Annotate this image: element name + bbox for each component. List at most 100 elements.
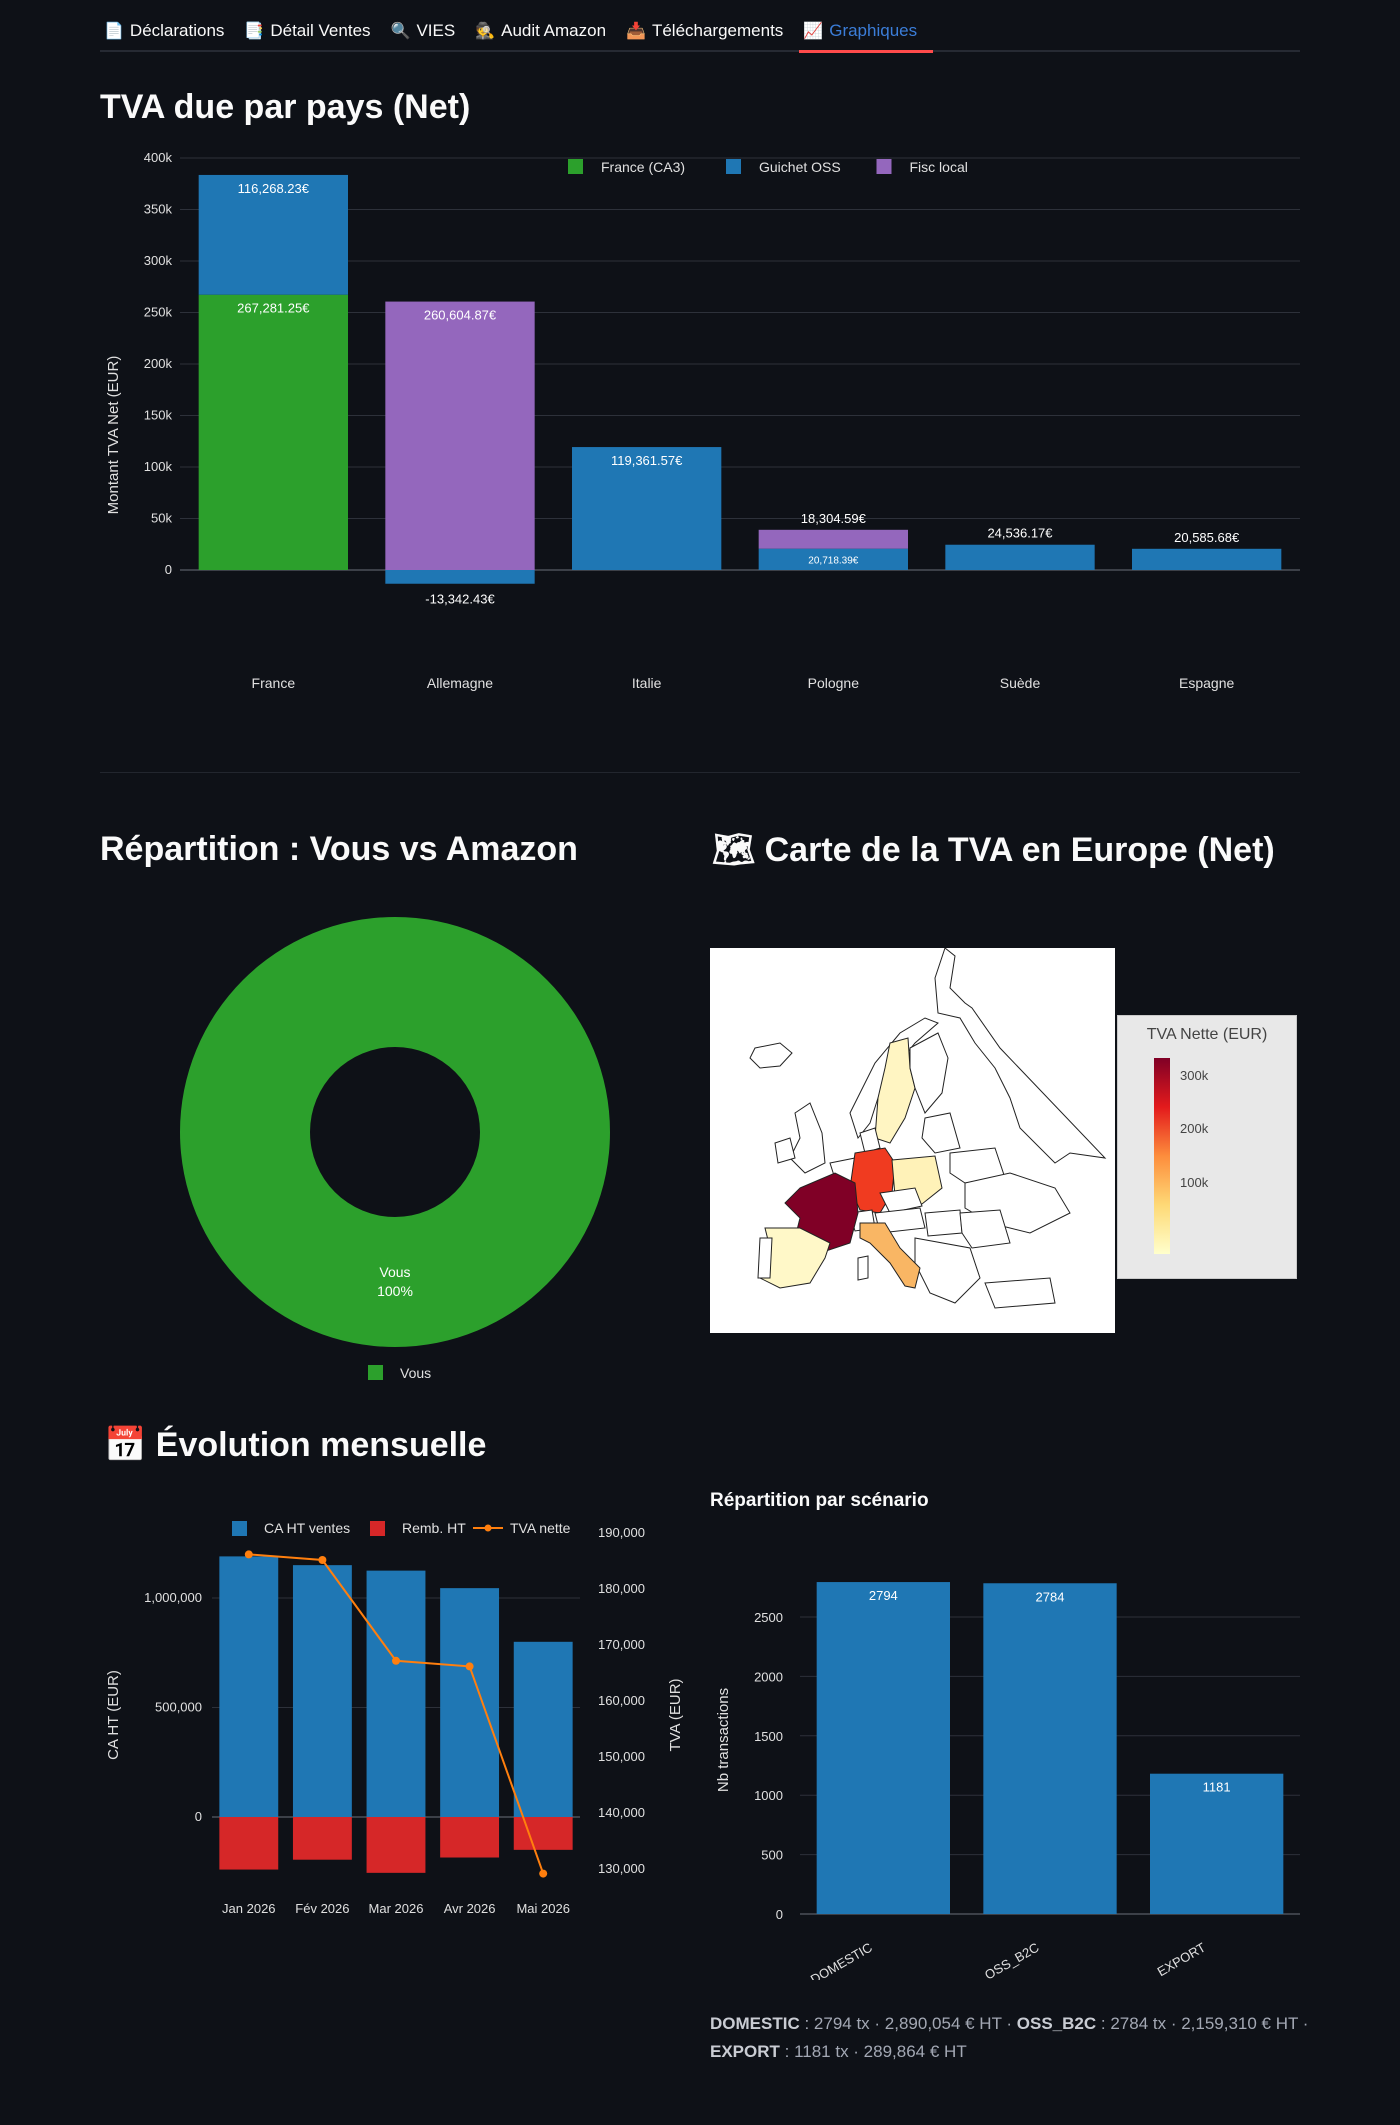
data-label: 2784: [1036, 1589, 1065, 1604]
tab-audit-amazon[interactable]: 🕵 Audit Amazon: [471, 0, 622, 50]
data-label: 24,536.17€: [987, 526, 1053, 541]
y-tick-label: 400k: [144, 150, 173, 165]
bar: [219, 1556, 279, 1817]
country-czech: [879, 1187, 923, 1214]
x-tick-label: Jan 2026: [222, 1901, 275, 1916]
x-tick-label: France: [252, 675, 296, 691]
y2-tick-label: 130,000: [598, 1861, 645, 1876]
bar-segment: [945, 544, 1095, 570]
tab-label: Détail Ventes: [270, 21, 371, 40]
colorbar-tick: 200k: [1180, 1121, 1209, 1136]
scenario-name: OSS_B2C: [1016, 2014, 1097, 2033]
detective-icon: 🕵: [475, 23, 496, 40]
country-portugal: [757, 1237, 773, 1279]
legend-label: France (CA3): [601, 159, 685, 175]
bar: [440, 1588, 500, 1817]
section-title-evolution: 📅 Évolution mensuelle: [104, 1425, 486, 1465]
country-uk: [789, 1102, 826, 1174]
bar: [292, 1817, 352, 1860]
legend-swatch: [726, 159, 741, 174]
y-tick-label: 100k: [144, 459, 173, 474]
y-tick-label: 2000: [754, 1669, 783, 1684]
bar: [816, 1582, 950, 1914]
x-tick-label: Fév 2026: [295, 1901, 349, 1916]
tab-vies[interactable]: 🔍 VIES: [387, 0, 472, 50]
bar-segment: [198, 294, 348, 570]
data-label: 20,585.68€: [1174, 530, 1240, 545]
bar-segment: [385, 570, 535, 584]
section-title-scenario: Répartition par scénario: [710, 1490, 929, 1511]
line-point: [318, 1556, 327, 1564]
section-title-repartition: Répartition : Vous vs Amazon: [100, 830, 578, 868]
section-title-carte-text: Carte de la TVA en Europe (Net): [764, 831, 1275, 869]
search-icon: 🔍: [390, 23, 411, 40]
legend-label: TVA nette: [510, 1520, 571, 1536]
colorbar: TVA Nette (EUR) 300k 200k 100k: [1117, 1015, 1297, 1279]
x-tick-label: Avr 2026: [444, 1901, 496, 1916]
y-tick-label: 250k: [144, 305, 173, 320]
bar-segment: [385, 301, 535, 570]
tab-d-clarations[interactable]: 📄 Déclarations: [100, 0, 240, 50]
tab-label: Graphiques: [829, 21, 918, 40]
y-tick-label: 150k: [144, 408, 173, 423]
country-sardinia: [857, 1255, 869, 1281]
bar-segment: [1132, 548, 1282, 570]
bar: [440, 1817, 500, 1858]
scenario-name: EXPORT: [710, 2042, 780, 2061]
legend-label: Guichet OSS: [759, 159, 841, 175]
section-title-tva-pays: TVA due par pays (Net): [100, 88, 471, 126]
country-sweden: [874, 1037, 916, 1144]
tab-label: VIES: [416, 21, 456, 40]
colorbar-tick: 300k: [1180, 1068, 1209, 1083]
legend-swatch: [370, 1521, 385, 1536]
page-icon: 📄: [104, 23, 124, 40]
y-tick-label: 0: [165, 562, 172, 577]
data-label: 116,268.23€: [238, 181, 310, 196]
x-tick-label: EXPORT: [1155, 1940, 1209, 1980]
tab-graphiques[interactable]: 📈 Graphiques: [799, 0, 934, 53]
x-tick-label: Allemagne: [427, 675, 493, 691]
chart-repartition: Vous 100% Vous: [180, 917, 610, 1381]
legend-label: Remb. HT: [402, 1520, 466, 1536]
tab-label: Audit Amazon: [501, 21, 607, 40]
colorbar-title: TVA Nette (EUR): [1146, 1026, 1268, 1043]
x-tick-label: Suède: [1000, 675, 1041, 691]
chart-scenario: 0 500 1000 1500 2000 2500 Nb transactions 2794 D…: [715, 1582, 1300, 1980]
bar-segment: [572, 447, 722, 570]
inbox-tray-icon: 📥: [626, 23, 646, 40]
y2-tick-label: 190,000: [598, 1525, 645, 1540]
country-denmark: [859, 1127, 881, 1154]
chart-increasing-icon: 📈: [803, 23, 824, 40]
x-tick-label: Mai 2026: [516, 1901, 569, 1916]
line-point: [465, 1662, 474, 1671]
y2-axis-label: TVA (EUR): [667, 1678, 684, 1751]
data-label: 267,281.25€: [237, 301, 310, 316]
y-tick-label: 300k: [144, 253, 173, 268]
country-baltics: [921, 1112, 961, 1154]
country-turkey: [984, 1277, 1056, 1309]
chart-evolution: 0 500,000 1,000,000 130,000 140,000 150,000 16…: [105, 1520, 684, 1916]
y-tick-label: 350k: [144, 202, 173, 217]
line-point: [244, 1550, 253, 1559]
legend-marker: [484, 1524, 492, 1532]
slice-label: Vous: [379, 1264, 410, 1280]
slice-percent: 100%: [377, 1283, 413, 1299]
europe-map[interactable]: [710, 947, 1115, 1333]
colorbar-gradient: [1154, 1058, 1170, 1254]
y2-tick-label: 160,000: [598, 1693, 645, 1708]
y-tick-label: 50k: [151, 511, 172, 526]
divider: [100, 772, 1300, 773]
document-icon: 📑: [244, 23, 265, 40]
tab-label: Déclarations: [129, 21, 225, 40]
tab-t-l-chargements[interactable]: 📥 Téléchargements: [622, 0, 799, 50]
y-axis-label: CA HT (EUR): [105, 1670, 122, 1760]
y-tick-label: 0: [195, 1809, 202, 1824]
tab-d-tail-ventes[interactable]: 📑 Détail Ventes: [240, 0, 386, 50]
bar-segment: [758, 548, 908, 570]
bar: [513, 1817, 573, 1850]
x-tick-label: Pologne: [808, 675, 860, 691]
bar: [983, 1583, 1117, 1914]
data-label: 18,304.59€: [801, 511, 867, 526]
legend-label: Vous: [400, 1365, 431, 1381]
country-iceland: [749, 1042, 793, 1069]
